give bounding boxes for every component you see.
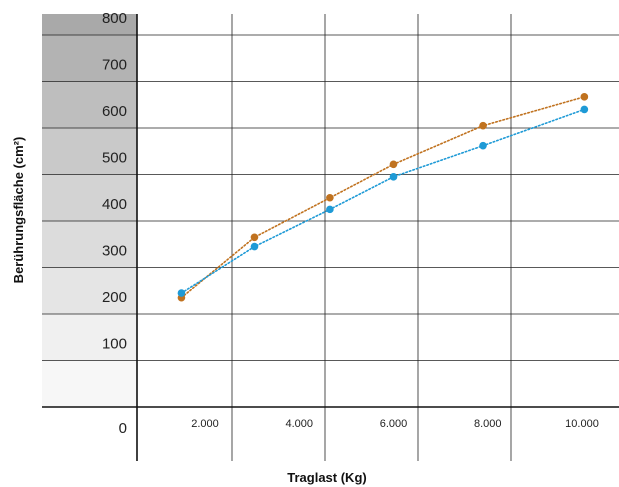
x-tick-label: 2.000 <box>191 418 219 430</box>
x-tick-labels: 2.000 4.000 6.000 8.000 10.000 <box>191 418 599 430</box>
y-tick-label: 300 <box>102 243 127 260</box>
y-axis-title: Berührungsfläche (cm²) <box>11 137 26 284</box>
y-band-layer <box>42 14 137 407</box>
y-band <box>42 221 137 268</box>
data-point <box>479 121 487 130</box>
series-line <box>180 108 586 294</box>
y-tick-label: 600 <box>102 103 127 120</box>
axes-layer <box>42 14 619 461</box>
grid-layer <box>42 14 619 461</box>
x-axis-title: Traglast (Kg) <box>287 470 366 485</box>
y-tick-label: 500 <box>102 150 127 167</box>
data-point <box>389 173 398 181</box>
data-point <box>177 289 186 297</box>
y-band <box>42 174 137 221</box>
y-tick-labels: 0 100 200 300 400 500 600 700 800 <box>102 10 127 437</box>
series-line <box>180 96 586 299</box>
data-point <box>250 242 259 251</box>
x-tick-label: 4.000 <box>285 418 313 430</box>
y-tick-label: 400 <box>102 196 127 213</box>
series-layer <box>177 93 589 302</box>
y-band <box>42 35 137 82</box>
y-band <box>42 314 137 361</box>
x-tick-label: 6.000 <box>380 418 408 430</box>
data-point <box>326 193 334 202</box>
data-point <box>580 93 589 101</box>
data-point <box>326 205 334 214</box>
y-tick-label: 700 <box>102 57 127 74</box>
y-band <box>42 128 137 175</box>
y-band <box>42 360 137 407</box>
y-tick-label: 100 <box>102 336 127 353</box>
y-band <box>42 14 137 35</box>
y-tick-label: 800 <box>102 10 127 27</box>
y-band <box>42 267 137 314</box>
y-band <box>42 81 137 128</box>
data-point <box>580 105 589 114</box>
y-tick-label: 200 <box>102 289 127 306</box>
y-tick-label: 0 <box>119 420 127 437</box>
data-point <box>389 160 398 169</box>
x-tick-label: 10.000 <box>565 418 599 430</box>
x-tick-label: 8.000 <box>474 418 502 430</box>
data-point <box>479 141 487 150</box>
data-point <box>250 233 259 242</box>
